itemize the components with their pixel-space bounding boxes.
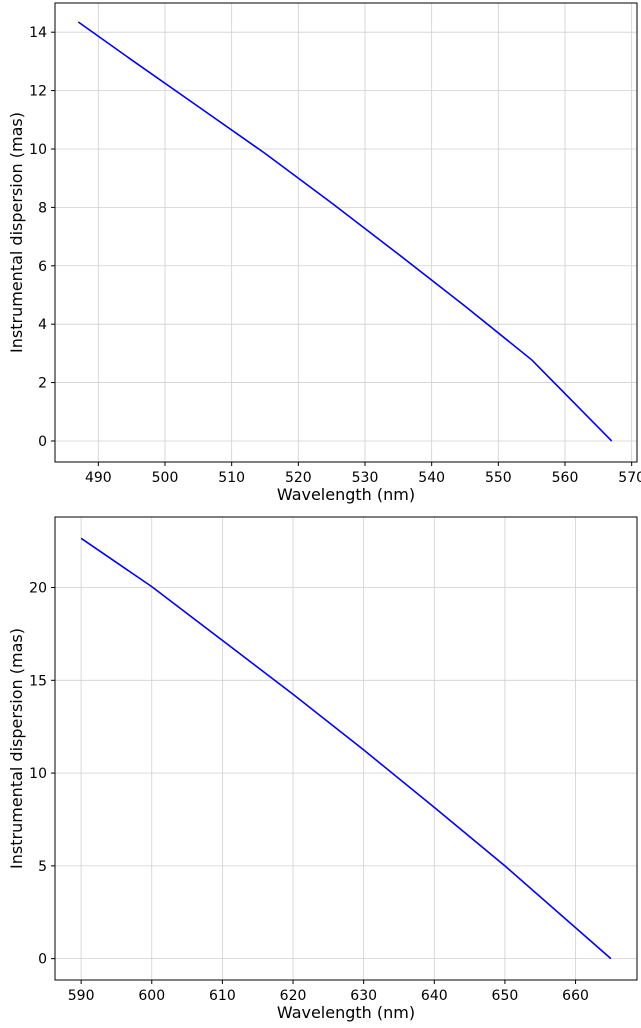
x-tick-label: 540 (418, 470, 445, 486)
plot-frame (54, 2, 638, 463)
x-tick-label: 650 (492, 988, 519, 1004)
x-tick-label: 550 (485, 470, 512, 486)
x-axis-label: Wavelength (nm) (277, 485, 415, 504)
x-tick-label: 620 (280, 988, 307, 1004)
y-tick-label: 10 (29, 142, 47, 158)
x-tick-label: 630 (350, 988, 377, 1004)
y-tick-label: 4 (38, 317, 47, 333)
y-tick-label: 8 (38, 200, 47, 216)
series-line (80, 537, 612, 960)
y-tick-label: 14 (29, 25, 47, 41)
y-tick-label: 5 (38, 859, 47, 875)
y-axis-label: Instrumental dispersion (mas) (7, 628, 26, 869)
x-tick-label: 600 (138, 988, 165, 1004)
y-tick-label: 10 (29, 766, 47, 782)
x-tick-label: 510 (218, 470, 245, 486)
x-tick-label: 500 (152, 470, 179, 486)
x-tick-label: 560 (552, 470, 579, 486)
y-tick-label: 15 (29, 673, 47, 689)
x-tick-label: 570 (618, 470, 641, 486)
y-tick-label: 0 (38, 434, 47, 450)
y-axis-label: Instrumental dispersion (mas) (7, 112, 26, 353)
x-tick-label: 490 (85, 470, 112, 486)
x-tick-label: 640 (421, 988, 448, 1004)
series-line (77, 21, 613, 442)
plot-frame (54, 516, 638, 981)
chart-2: 590 600 610 620 630 640 650 660 0 5 10 15 20 Waveleng… (7, 516, 638, 1022)
x-tick-label: 590 (68, 988, 95, 1004)
x-tick-label: 530 (352, 470, 379, 486)
y-tick-label: 6 (38, 259, 47, 275)
x-tick-label: 660 (562, 988, 589, 1004)
x-tick-label: 610 (209, 988, 236, 1004)
x-tick-label: 520 (285, 470, 312, 486)
x-axis-label: Wavelength (nm) (277, 1003, 415, 1022)
y-tick-label: 2 (38, 376, 47, 392)
y-tick-label: 20 (29, 581, 47, 597)
y-tick-label: 0 (38, 952, 47, 968)
chart-1: 490 500 510 520 530 540 550 560 570 0 2 4 6 8 10 12 14 Wa… (7, 2, 641, 504)
y-tick-label: 12 (29, 84, 47, 100)
